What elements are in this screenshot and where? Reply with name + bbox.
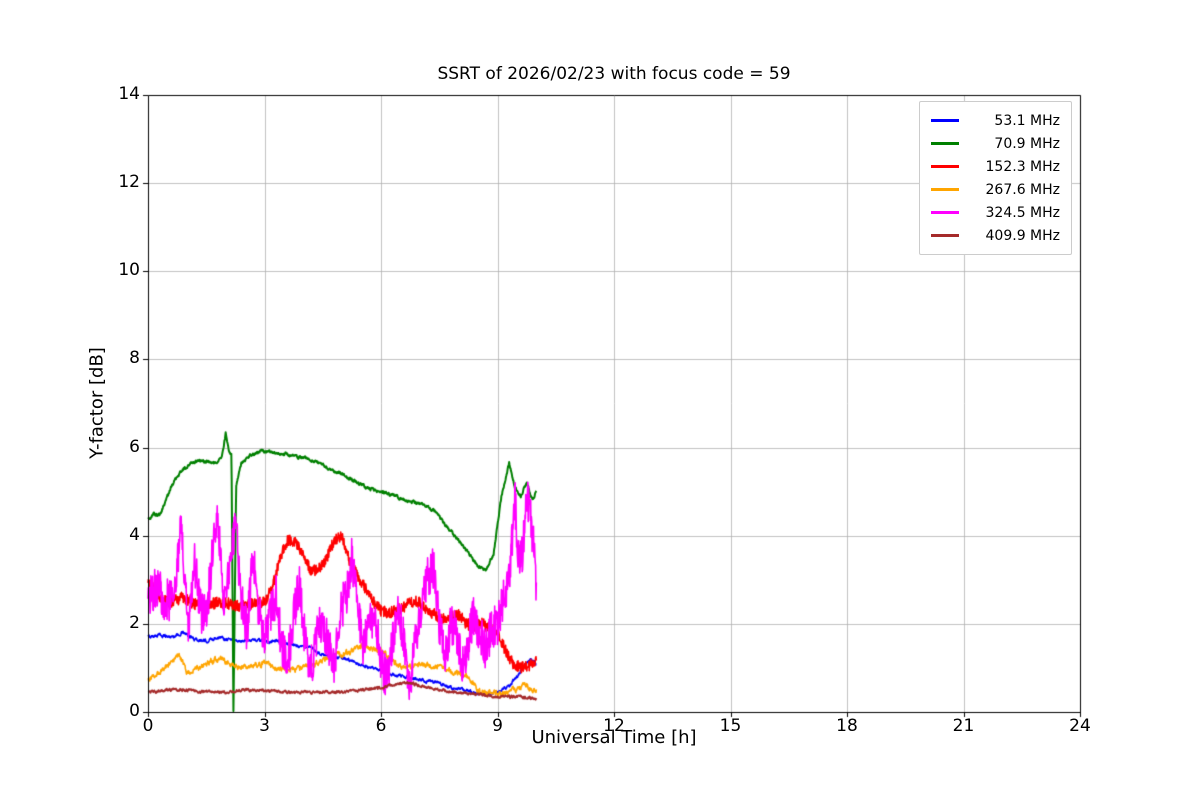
y-tick-label: 10 xyxy=(118,260,140,281)
legend-label: 267.6 MHz xyxy=(985,181,1060,198)
legend-line-swatch xyxy=(931,165,959,168)
chart-title: SSRT of 2026/02/23 with focus code = 59 xyxy=(437,64,791,84)
x-tick-label: 15 xyxy=(719,716,742,736)
legend-line-swatch xyxy=(931,188,959,191)
x-tick-label: 3 xyxy=(259,716,270,736)
x-tick-label: 21 xyxy=(952,716,975,736)
x-axis-label: Universal Time [h] xyxy=(531,727,697,748)
legend-label: 409.9 MHz xyxy=(985,227,1060,244)
y-tick-label: 0 xyxy=(129,701,140,721)
legend-line-swatch xyxy=(931,211,959,214)
x-tick-label: 6 xyxy=(375,716,387,736)
legend-label: 152.3 MHz xyxy=(985,158,1060,175)
y-tick-label: 4 xyxy=(129,524,140,545)
legend-item: 409.9 MHz xyxy=(931,224,1060,247)
legend-label: 324.5 MHz xyxy=(985,204,1060,221)
y-tick-label: 6 xyxy=(129,436,140,457)
legend-item: 53.1 MHz xyxy=(931,109,1060,132)
legend: 53.1 MHz 70.9 MHz 152.3 MHz 267.6 MHz 324.5 … xyxy=(919,101,1072,255)
y-tick-label: 8 xyxy=(129,348,140,369)
y-tick-label: 14 xyxy=(118,84,140,104)
x-tick-label: 24 xyxy=(1069,716,1091,736)
legend-label: 53.1 MHz xyxy=(994,112,1060,129)
legend-item: 70.9 MHz xyxy=(931,132,1060,155)
legend-label: 70.9 MHz xyxy=(994,135,1060,152)
legend-line-swatch xyxy=(931,234,959,237)
y-tick-label: 2 xyxy=(129,612,140,633)
x-tick-label: 9 xyxy=(492,716,503,736)
legend-item: 152.3 MHz xyxy=(931,155,1060,178)
x-tick-label: 0 xyxy=(142,716,154,736)
legend-item: 267.6 MHz xyxy=(931,178,1060,201)
y-tick-label: 12 xyxy=(118,172,140,193)
x-tick-label: 18 xyxy=(836,716,858,736)
legend-line-swatch xyxy=(931,142,959,145)
legend-line-swatch xyxy=(931,119,959,122)
legend-item: 324.5 MHz xyxy=(931,201,1060,224)
x-tick-label: 12 xyxy=(603,716,625,736)
